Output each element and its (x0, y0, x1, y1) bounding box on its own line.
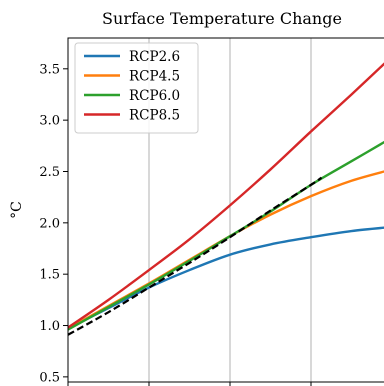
y-axis: 0.5 1.0 1.5 2.0 2.5 3.0 3.5 (39, 62, 312, 386)
y-tick-label: 3.5 (39, 62, 60, 77)
y-tick-label: 1.0 (39, 319, 60, 334)
series-line-rcp26 (67, 226, 384, 330)
y-tick-label: 3.0 (39, 114, 60, 129)
y-tick-label: 2.0 (39, 216, 60, 231)
y-tick-label: 2.5 (39, 165, 60, 180)
legend-box (74, 42, 199, 134)
series-line-rcp85 (67, 62, 384, 329)
y-axis-label: °C (9, 201, 25, 219)
y-tick-label: 1.5 (39, 268, 60, 283)
legend-label-rcp26: RCP2.6 (129, 49, 180, 65)
series-layer (67, 62, 384, 336)
legend-label-rcp45: RCP4.5 (129, 68, 180, 84)
y-tick-label: 0.5 (39, 370, 60, 385)
legend-label-rcp85: RCP8.5 (129, 107, 180, 123)
legend-label-rcp60: RCP6.0 (129, 88, 180, 104)
legend: RCP2.6 RCP4.5 RCP6.0 RCP8.5 (74, 42, 199, 134)
chart-title: Surface Temperature Change (102, 9, 342, 28)
